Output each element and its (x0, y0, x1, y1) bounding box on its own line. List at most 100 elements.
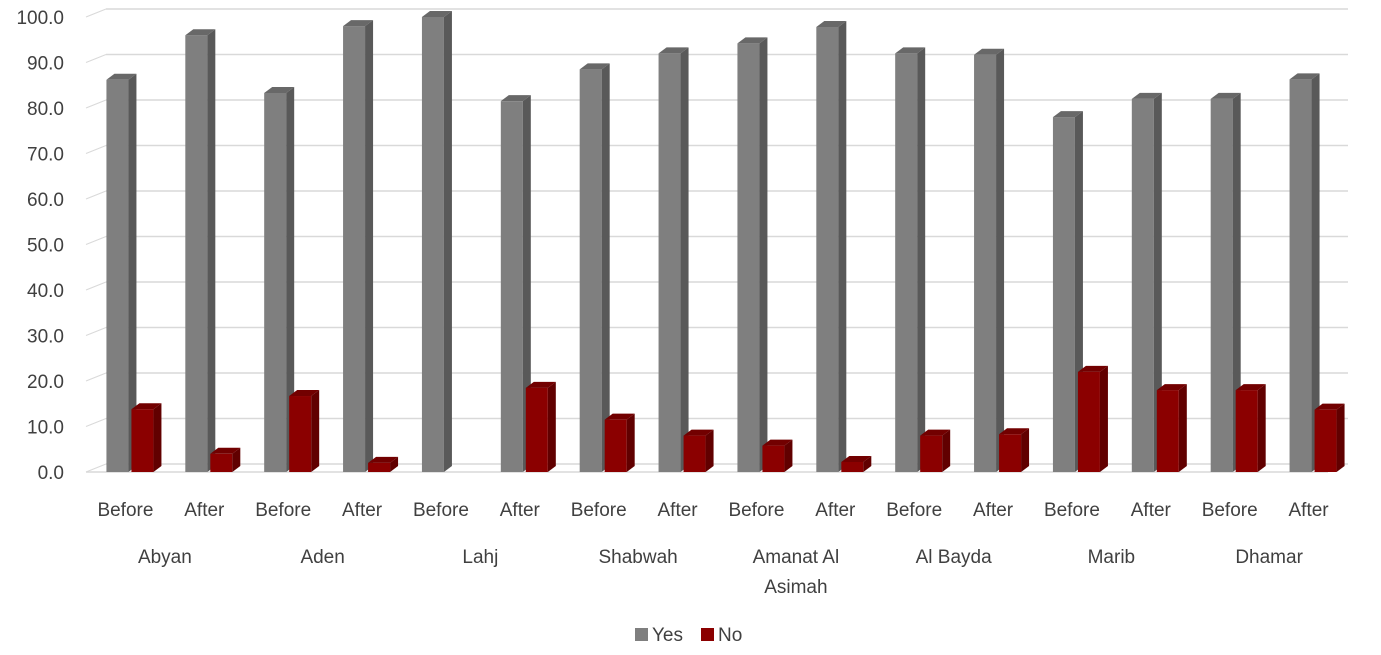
bar-front (658, 53, 681, 473)
bar-front (368, 462, 391, 472)
bar-front (1156, 390, 1179, 472)
bar-top (737, 37, 768, 44)
bar-top (579, 63, 610, 70)
gridline-depth (85, 372, 107, 382)
bar-side (286, 86, 295, 473)
bar-front (999, 434, 1022, 472)
bar-side (626, 413, 635, 472)
y-tick-label: 100.0 (16, 8, 64, 29)
gridline-depth (85, 190, 107, 200)
bar-front (421, 17, 444, 472)
group-label: Al Bayda (916, 547, 992, 568)
bar-top (1210, 92, 1241, 99)
bar-yes-8 (737, 37, 768, 472)
x-tick-label: Before (886, 500, 942, 521)
bar-yes-2 (264, 86, 295, 473)
bar-side (705, 429, 714, 472)
bar-front (1052, 117, 1075, 472)
bar-top (604, 413, 635, 420)
y-tick-label: 50.0 (27, 236, 64, 257)
bar-front (500, 101, 523, 473)
y-tick-label: 90.0 (27, 54, 64, 75)
bar-top (974, 48, 1005, 55)
gridline-depth (85, 463, 107, 473)
bar-no-9 (841, 455, 872, 472)
bar-yes-7 (658, 47, 689, 473)
y-tick-label: 0.0 (38, 463, 64, 484)
bar-top (343, 20, 374, 27)
bar-top (841, 455, 872, 462)
x-tick-label: After (1289, 500, 1330, 521)
bar-front (1314, 409, 1337, 472)
bar-front (762, 445, 785, 472)
bar-side (1311, 73, 1320, 473)
bar-yes-3 (343, 20, 374, 472)
x-tick-label: Before (1044, 500, 1100, 521)
bar-side (1153, 92, 1162, 473)
bar-no-0 (131, 403, 162, 472)
x-tick-label: After (973, 500, 1014, 521)
bar-front (1077, 371, 1100, 472)
bar-no-7 (683, 429, 714, 472)
bar-top (264, 86, 295, 93)
bars (106, 11, 1345, 473)
x-tick-label: After (184, 500, 225, 521)
bar-side (232, 447, 241, 472)
bar-front (1289, 79, 1312, 473)
bar-side (1232, 92, 1241, 473)
x-tick-label: After (815, 500, 856, 521)
x-tick-label: Before (413, 500, 469, 521)
gridline-depth (85, 99, 107, 109)
bar-front (131, 409, 154, 472)
gridline-depth (85, 8, 107, 18)
x-tick-label: Before (571, 500, 627, 521)
bar-yes-13 (1131, 92, 1162, 473)
bar-top (1314, 403, 1345, 410)
bar-top (289, 390, 320, 397)
bar-front (210, 453, 233, 472)
bar-front (683, 435, 706, 472)
group-label: Abyan (138, 547, 192, 568)
bar-top (1131, 92, 1162, 99)
x-tick-label: Before (728, 500, 784, 521)
y-tick-label: 10.0 (27, 418, 64, 439)
bar-front (343, 26, 366, 472)
y-tick-label: 40.0 (27, 281, 64, 302)
legend-label: No (718, 625, 742, 646)
bar-top (500, 95, 531, 102)
bar-top (185, 29, 216, 36)
x-tick-label: Before (255, 500, 311, 521)
y-tick-label: 20.0 (27, 372, 64, 393)
bar-side (390, 456, 399, 472)
x-tick-label: Before (97, 500, 153, 521)
bar-side (784, 439, 793, 472)
bar-side (917, 47, 926, 473)
bar-side (1336, 403, 1345, 472)
bar-no-10 (920, 429, 951, 472)
bar-yes-10 (895, 47, 926, 473)
bar-front (106, 79, 129, 472)
bar-front (895, 53, 918, 473)
bar-yes-5 (500, 95, 531, 473)
bar-front (289, 396, 312, 472)
bar-yes-15 (1289, 73, 1320, 473)
bar-side (942, 429, 951, 472)
bar-side (207, 29, 216, 472)
bar-top (1052, 111, 1083, 118)
x-tick-label: After (500, 500, 541, 521)
bar-side (153, 403, 162, 472)
bar-yes-6 (579, 63, 610, 472)
bar-front (737, 43, 760, 472)
y-tick-label: 30.0 (27, 327, 64, 348)
group-label: Amanat Al (753, 547, 840, 568)
bar-front (604, 419, 627, 472)
bar-side (1021, 428, 1030, 472)
bar-front (185, 35, 208, 472)
bar-top (1235, 384, 1266, 391)
bar-yes-11 (974, 48, 1005, 472)
gridline-depth (85, 327, 107, 336)
gridline-depth (85, 145, 107, 154)
bar-front (1210, 98, 1233, 473)
bar-top (525, 381, 556, 388)
